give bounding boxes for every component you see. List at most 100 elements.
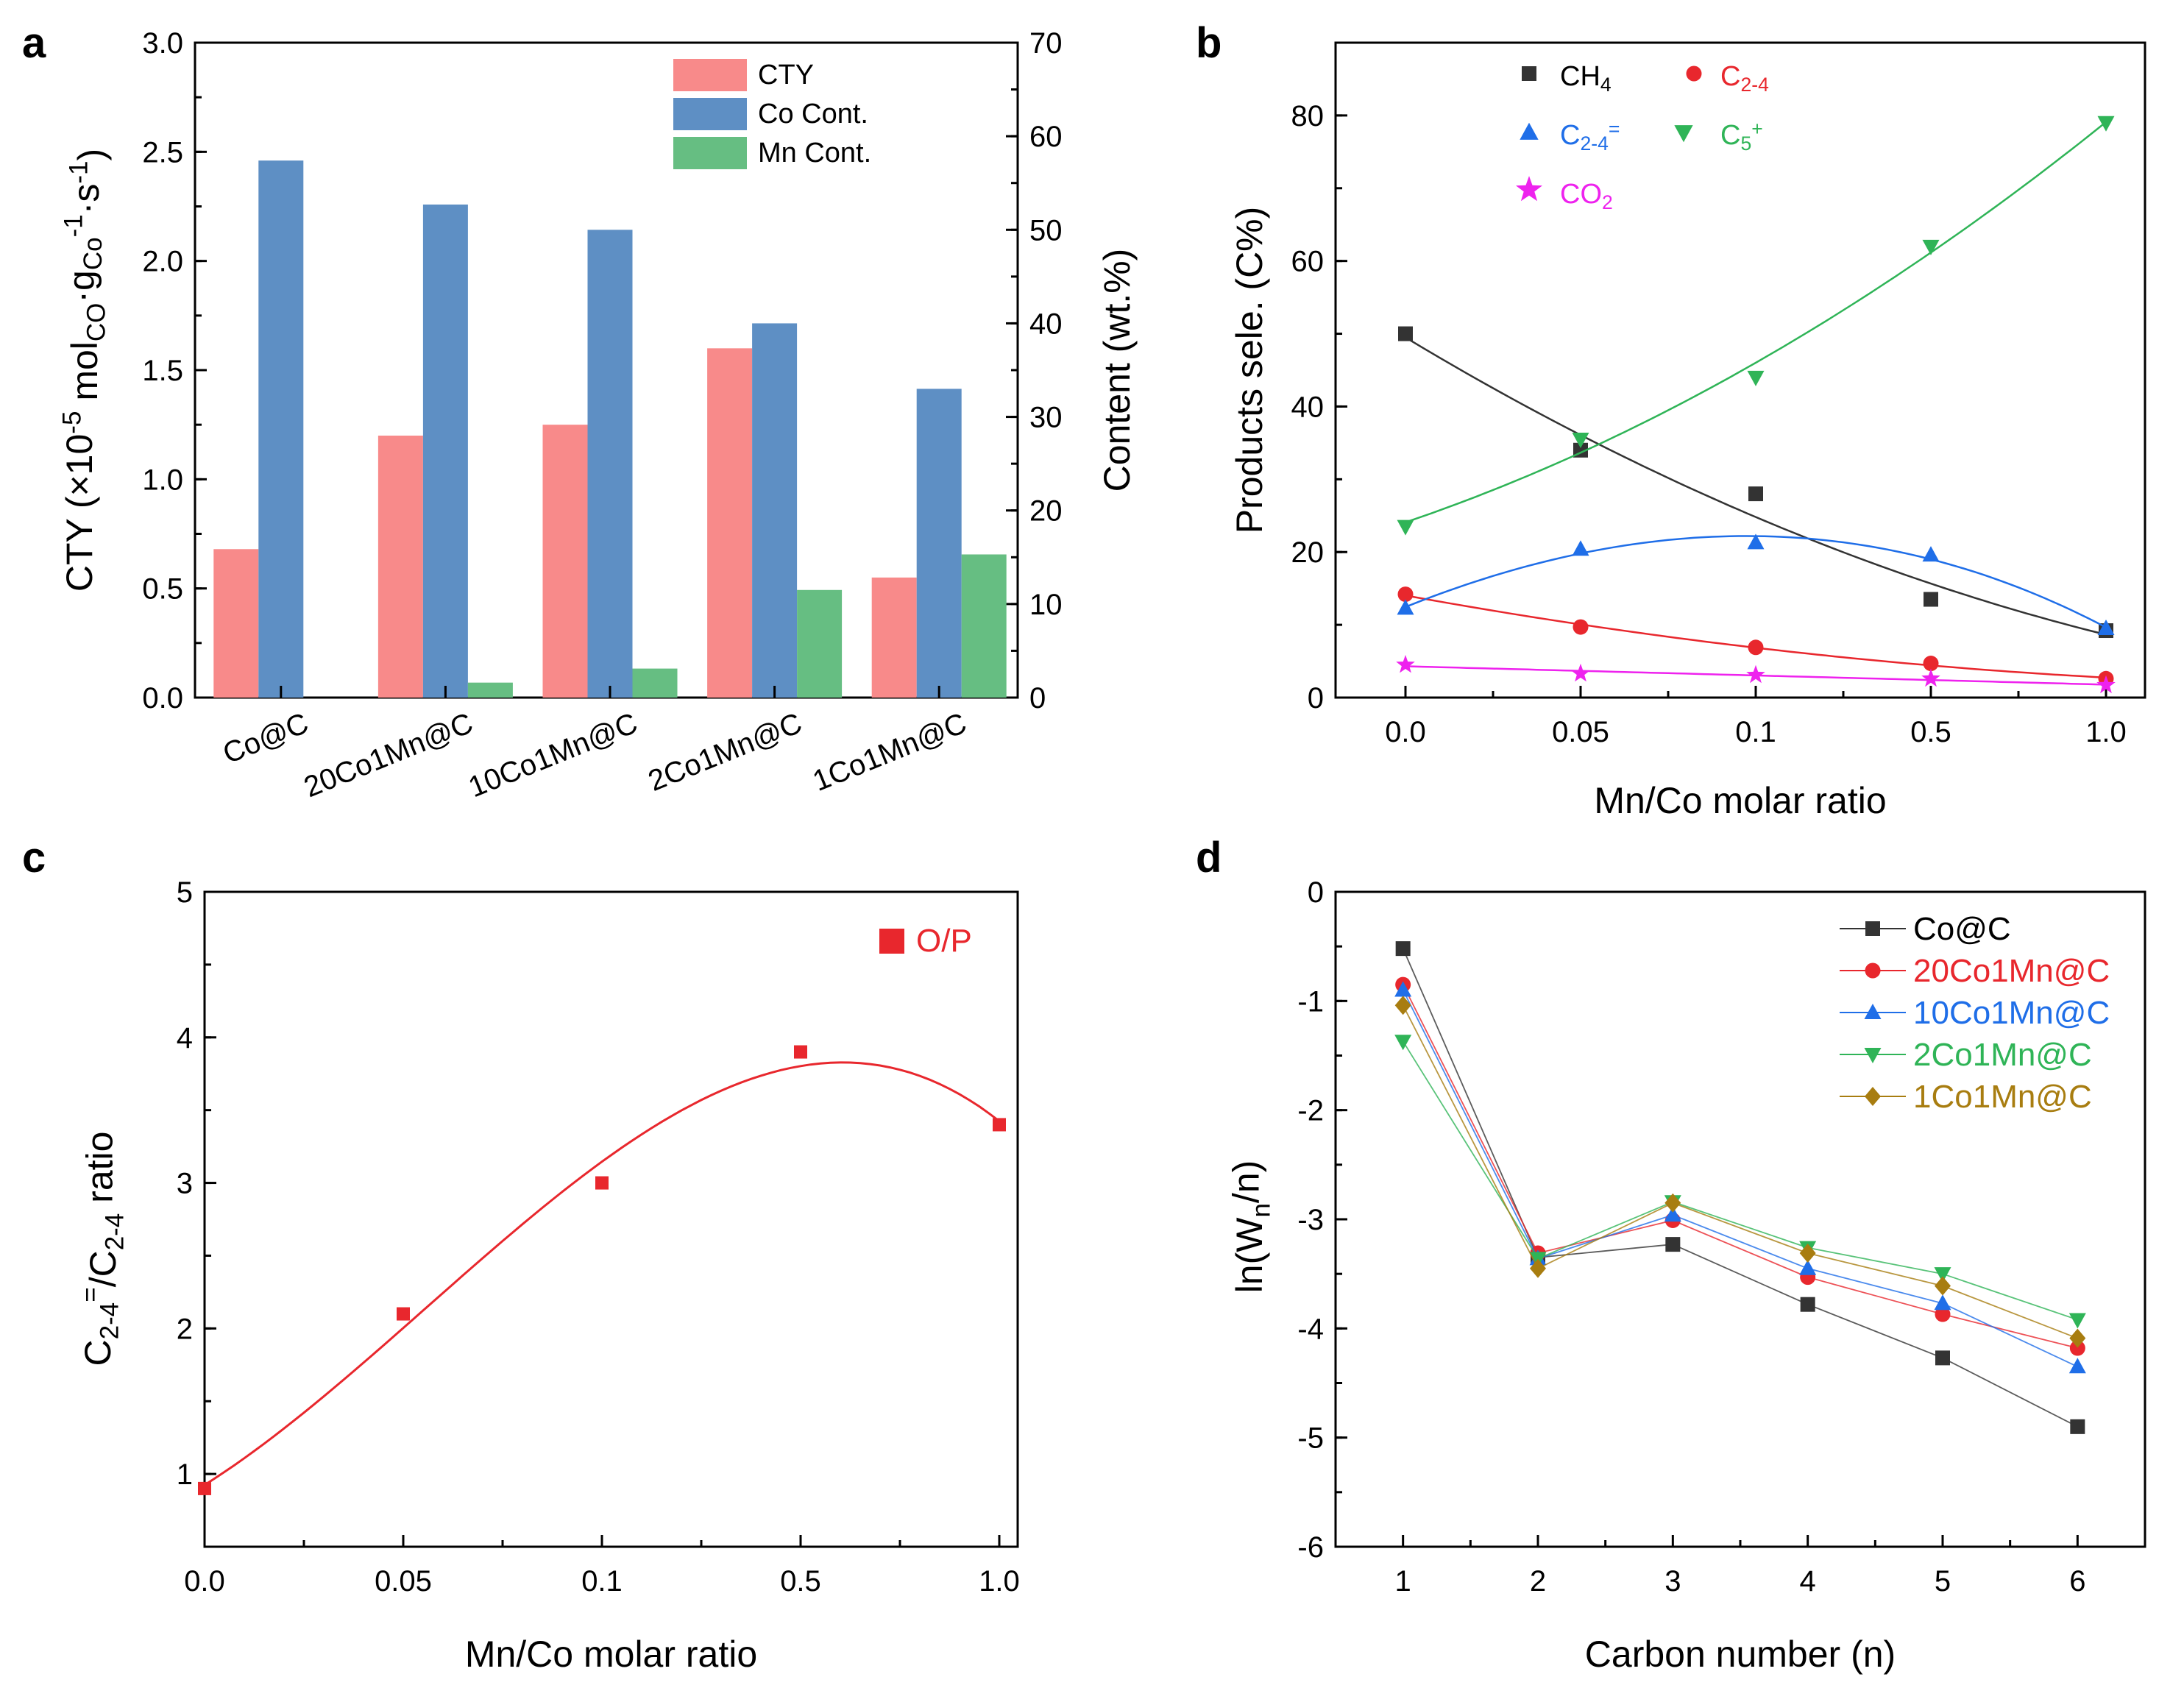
- b-point-c2-4-olefin: [2097, 620, 2115, 636]
- c-ytick-label: 4: [177, 1022, 193, 1054]
- d-ytick-label: -3: [1297, 1204, 1324, 1236]
- c-legend-marker: [879, 929, 904, 954]
- panel-label-a: a: [22, 19, 46, 67]
- d-legend-marker: [1864, 1004, 1882, 1019]
- a-xtick-label: 10Co1Mn@C: [464, 707, 642, 804]
- d-xtick-label: 1: [1395, 1565, 1411, 1598]
- b-ytick-label: 0: [1308, 682, 1324, 715]
- d-x-axis-label: Carbon number (n): [1585, 1634, 1896, 1675]
- b-point-ch4: [1748, 486, 1763, 502]
- cty-bar: [542, 425, 588, 698]
- c-xtick-label: 0.0: [184, 1565, 225, 1598]
- b-ytick-label: 40: [1291, 391, 1325, 423]
- d-ytick-label: 0: [1308, 876, 1324, 909]
- a-right-ytick-label: 50: [1029, 214, 1063, 247]
- panel-a-bar-chart: 0.0 0.5 1.0 1.5 2.0 2.5 3.0 0 10 20 30 40 50 60 70 Co@C…: [57, 27, 1138, 804]
- c-ytick-label: 5: [177, 876, 193, 909]
- co-content-bar: [916, 389, 962, 698]
- c-xtick-label: 0.1: [581, 1565, 623, 1598]
- d-point-co-c: [2070, 1419, 2085, 1434]
- b-legend-marker-c5-plus: [1674, 125, 1693, 143]
- a-ytick-label: 2.5: [142, 136, 183, 169]
- mn-content-bar: [632, 668, 678, 698]
- d-point-10co1mn-c: [1394, 981, 1412, 997]
- a-right-ytick-label: 10: [1029, 589, 1063, 621]
- mn-content-bar: [467, 682, 513, 698]
- b-point-c5-plus: [2097, 116, 2115, 132]
- b-point-c2-4-olefin: [1922, 546, 1940, 562]
- a-xtick-label: 2Co1Mn@C: [644, 707, 806, 798]
- c-ytick-label: 1: [177, 1458, 193, 1491]
- panel-d-asf-chart: -6 -5 -4 -3 -2 -1 0 1 2 3 4 5 6 Co@C 20Co1Mn@C 10Co1Mn@…: [1226, 876, 2146, 1675]
- d-xtick-label: 6: [2069, 1565, 2085, 1598]
- d-legend-label: 1Co1Mn@C: [1913, 1079, 2092, 1115]
- a-legend-label: Co Cont.: [758, 99, 868, 130]
- a-right-ytick-label: 0: [1029, 682, 1046, 715]
- b-point-c2-4: [1748, 639, 1764, 656]
- co-content-bar: [752, 323, 798, 698]
- d-legend-marker: [1865, 962, 1881, 979]
- d-legend-label: 2Co1Mn@C: [1913, 1037, 2092, 1073]
- b-point-co2: [1921, 668, 1940, 687]
- d-legend-label: Co@C: [1913, 911, 2011, 947]
- d-point-1co1mn-c: [1935, 1276, 1951, 1296]
- b-point-c2-4-olefin: [1397, 599, 1414, 615]
- d-point-1co1mn-c: [2069, 1328, 2086, 1348]
- d-point-co-c: [1935, 1350, 1950, 1366]
- c-fit-line: [204, 1061, 1000, 1486]
- b-point-c5-plus: [1397, 520, 1414, 536]
- d-point-20co1mn-c: [1935, 1306, 1951, 1322]
- d-series-line-2co1mn-c: [1402, 1040, 2078, 1321]
- c-axes-frame: [203, 890, 1019, 1548]
- d-series-line-10co1mn-c: [1402, 990, 2078, 1368]
- d-xtick-label: 5: [1935, 1565, 1951, 1598]
- a-ytick-label: 1.0: [142, 464, 183, 496]
- d-series-line-20co1mn-c: [1402, 984, 2078, 1349]
- panel-c-ratio-chart: 1 2 3 4 5 0.0 0.05 0.1 0.5 1.0 O/P Mn/Co molar rati…: [76, 876, 1020, 1675]
- b-point-co2: [1571, 663, 1590, 682]
- d-series-line-1co1mn-c: [1402, 1004, 2078, 1339]
- b-legend-label-ch4: CH4: [1560, 61, 1612, 96]
- d-ytick-label: -6: [1297, 1531, 1324, 1564]
- c-point-op: [198, 1481, 211, 1495]
- b-xtick-label: 0.1: [1735, 716, 1776, 748]
- co-content-bar: [587, 230, 633, 698]
- d-point-2co1mn-c: [2068, 1313, 2086, 1329]
- a-right-ytick-label: 20: [1029, 495, 1063, 528]
- b-point-c2-4: [1923, 656, 1939, 672]
- a-legend-label: CTY: [758, 60, 814, 91]
- c-xtick-label: 0.5: [780, 1565, 821, 1598]
- a-ytick-label: 2.0: [142, 246, 183, 278]
- b-legend-label-co2: CO2: [1560, 179, 1613, 213]
- a-xtick-label: 1Co1Mn@C: [808, 707, 971, 798]
- c-x-axis-label: Mn/Co molar ratio: [465, 1634, 757, 1675]
- b-legend-label-c2-4: C2-4: [1720, 61, 1769, 96]
- d-xtick-label: 2: [1530, 1565, 1546, 1598]
- b-point-co2: [2096, 675, 2116, 694]
- d-point-10co1mn-c: [2068, 1358, 2086, 1374]
- b-xtick-label: 0.5: [1910, 716, 1951, 748]
- c-point-op: [993, 1118, 1006, 1132]
- a-right-ytick-label: 40: [1029, 308, 1063, 340]
- cty-bar: [377, 436, 423, 698]
- c-y-axis-label: C2-4=/C2-4 ratio: [76, 1132, 129, 1366]
- d-point-co-c: [1395, 941, 1411, 957]
- c-ytick-label: 2: [177, 1313, 193, 1345]
- b-xtick-label: 0.0: [1385, 716, 1426, 748]
- b-point-c5-plus: [1572, 432, 1589, 448]
- b-xtick-label: 0.05: [1552, 716, 1609, 748]
- b-legend-label-c2-4-olefin: C2-4=: [1560, 118, 1620, 155]
- d-legend-marker: [1864, 1048, 1882, 1063]
- a-right-ytick-label: 60: [1029, 121, 1063, 153]
- a-legend-label: Mn Cont.: [758, 138, 871, 169]
- a-y2-axis-label: Content (wt.%): [1096, 249, 1138, 492]
- a-right-ytick-label: 30: [1029, 402, 1063, 434]
- b-point-c5-plus: [1747, 370, 1765, 386]
- d-point-20co1mn-c: [2069, 1340, 2085, 1356]
- b-legend-label-c5-plus: C5+: [1720, 118, 1763, 155]
- cty-bar: [707, 348, 753, 698]
- d-ytick-label: -1: [1297, 985, 1324, 1018]
- b-legend-marker-co2: [1516, 176, 1542, 202]
- a-legend-swatch: [673, 98, 747, 130]
